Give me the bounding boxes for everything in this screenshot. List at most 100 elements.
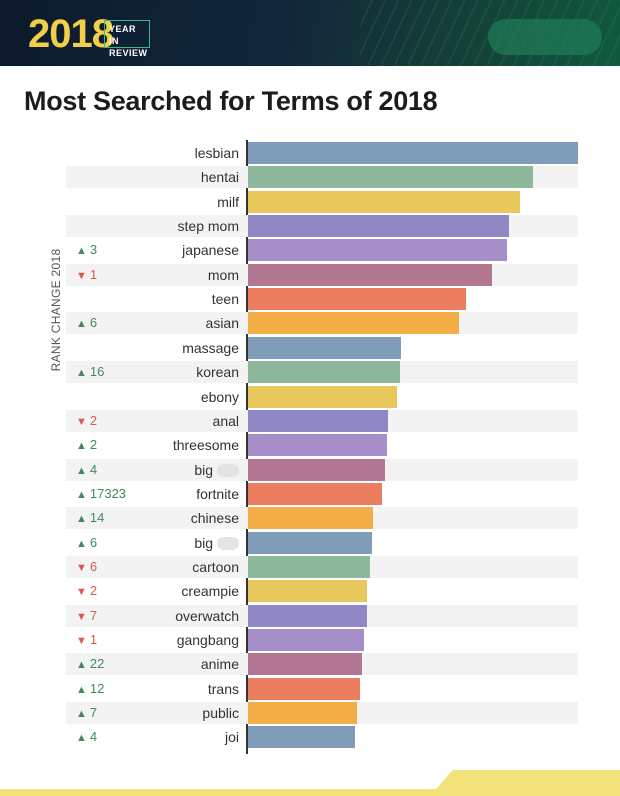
bar-6 [248,288,466,310]
bar-2 [248,191,521,213]
triangle-up-icon: ▲ [76,245,87,257]
category-label: ebony [200,389,239,405]
rank-change-value: 7 [89,608,98,623]
logo-tag: YEAR IN REVIEW [104,20,150,58]
category-label: cartoon [192,559,239,575]
triangle-down-icon: ▼ [76,416,87,428]
triangle-down-icon: ▼ [76,562,87,574]
category-label: milf [217,194,239,210]
redacted-mark [217,537,239,550]
rank-change-up: ▲ 4 [76,459,97,481]
rank-axis-label: RANK CHANGE 2018 [49,248,63,372]
bar-19 [248,605,367,627]
rank-change-up: ▲ 2 [76,434,97,456]
rank-change-down: ▼ 7 [76,605,97,627]
category-label: creampie [181,583,239,599]
header-pill-button[interactable] [488,19,602,55]
rank-change-value: 2 [89,437,98,452]
rank-change-value: 4 [89,462,98,477]
footer-stripe [0,789,620,796]
rank-change-value: 22 [89,656,105,671]
category-label: chinese [190,510,239,526]
logo-tag-line2: REVIEW [109,48,148,58]
category-label: anal [212,413,239,429]
bar-14 [248,483,382,505]
rank-change-value: 1 [89,267,98,282]
rank-change-value: 3 [89,242,98,257]
rank-change-down: ▼ 6 [76,556,97,578]
triangle-down-icon: ▼ [76,270,87,282]
bar-20 [248,629,364,651]
bar-5 [248,264,493,286]
category-label: trans [207,681,239,697]
category-label: public [202,705,239,721]
category-label: big [194,532,239,554]
page-title: Most Searched for Terms of 2018 [24,86,438,116]
rank-change-value: 16 [89,364,105,379]
bar-7 [248,312,460,334]
triangle-up-icon: ▲ [76,440,87,452]
rank-change-value: 6 [89,535,98,550]
rank-change-up: ▲ 7 [76,702,97,724]
triangle-up-icon: ▲ [76,465,87,477]
rank-change-value: 14 [89,510,105,525]
rank-change-up: ▲ 17323 [76,483,126,505]
triangle-down-icon: ▼ [76,586,87,598]
triangle-up-icon: ▲ [76,684,87,696]
bar-0 [248,142,578,164]
bar-23 [248,702,357,724]
rank-change-down: ▼ 1 [76,629,97,651]
triangle-up-icon: ▲ [76,367,87,379]
rank-change-value: 12 [89,681,105,696]
y-axis-line [246,140,248,754]
category-label: overwatch [175,608,239,624]
bar-3 [248,215,509,237]
triangle-up-icon: ▲ [76,659,87,671]
rank-change-up: ▲ 6 [76,312,97,334]
category-label: step mom [177,218,239,234]
bar-4 [248,239,508,261]
bar-11 [248,410,389,432]
rank-change-down: ▼ 2 [76,580,97,602]
category-label: anime [200,656,239,672]
bar-16 [248,532,372,554]
triangle-up-icon: ▲ [76,489,87,501]
category-label: gangbang [176,632,239,648]
rank-change-value: 6 [89,559,98,574]
redacted-mark [217,464,239,477]
category-label: big [194,459,239,481]
category-label: lesbian [194,145,239,161]
category-label: joi [224,729,239,745]
rank-change-down: ▼ 2 [76,410,97,432]
category-label: mom [207,267,239,283]
rank-change-value: 6 [89,315,98,330]
header-banner: 2018 YEAR IN REVIEW [0,0,620,66]
bar-8 [248,337,402,359]
category-label: japanese [182,242,239,258]
category-label: asian [205,315,239,331]
rank-change-value: 2 [89,413,98,428]
category-label: massage [182,340,239,356]
triangle-down-icon: ▼ [76,635,87,647]
bar-12 [248,434,387,456]
rank-change-up: ▲ 3 [76,239,97,261]
rank-change-up: ▲ 16 [76,361,104,383]
rank-change-down: ▼ 1 [76,264,97,286]
bar-18 [248,580,367,602]
bar-24 [248,726,356,748]
bar-13 [248,459,385,481]
logo-tag-line1: YEAR IN [109,24,137,46]
rank-change-value: 1 [89,632,98,647]
rank-change-value: 7 [89,705,98,720]
triangle-up-icon: ▲ [76,538,87,550]
rank-change-up: ▲ 6 [76,532,97,554]
category-label: hentai [200,169,239,185]
triangle-up-icon: ▲ [76,708,87,720]
rank-change-up: ▲ 22 [76,653,104,675]
category-label: korean [196,364,239,380]
bar-9 [248,361,400,383]
rank-change-up: ▲ 14 [76,507,104,529]
bar-21 [248,653,362,675]
bar-15 [248,507,374,529]
